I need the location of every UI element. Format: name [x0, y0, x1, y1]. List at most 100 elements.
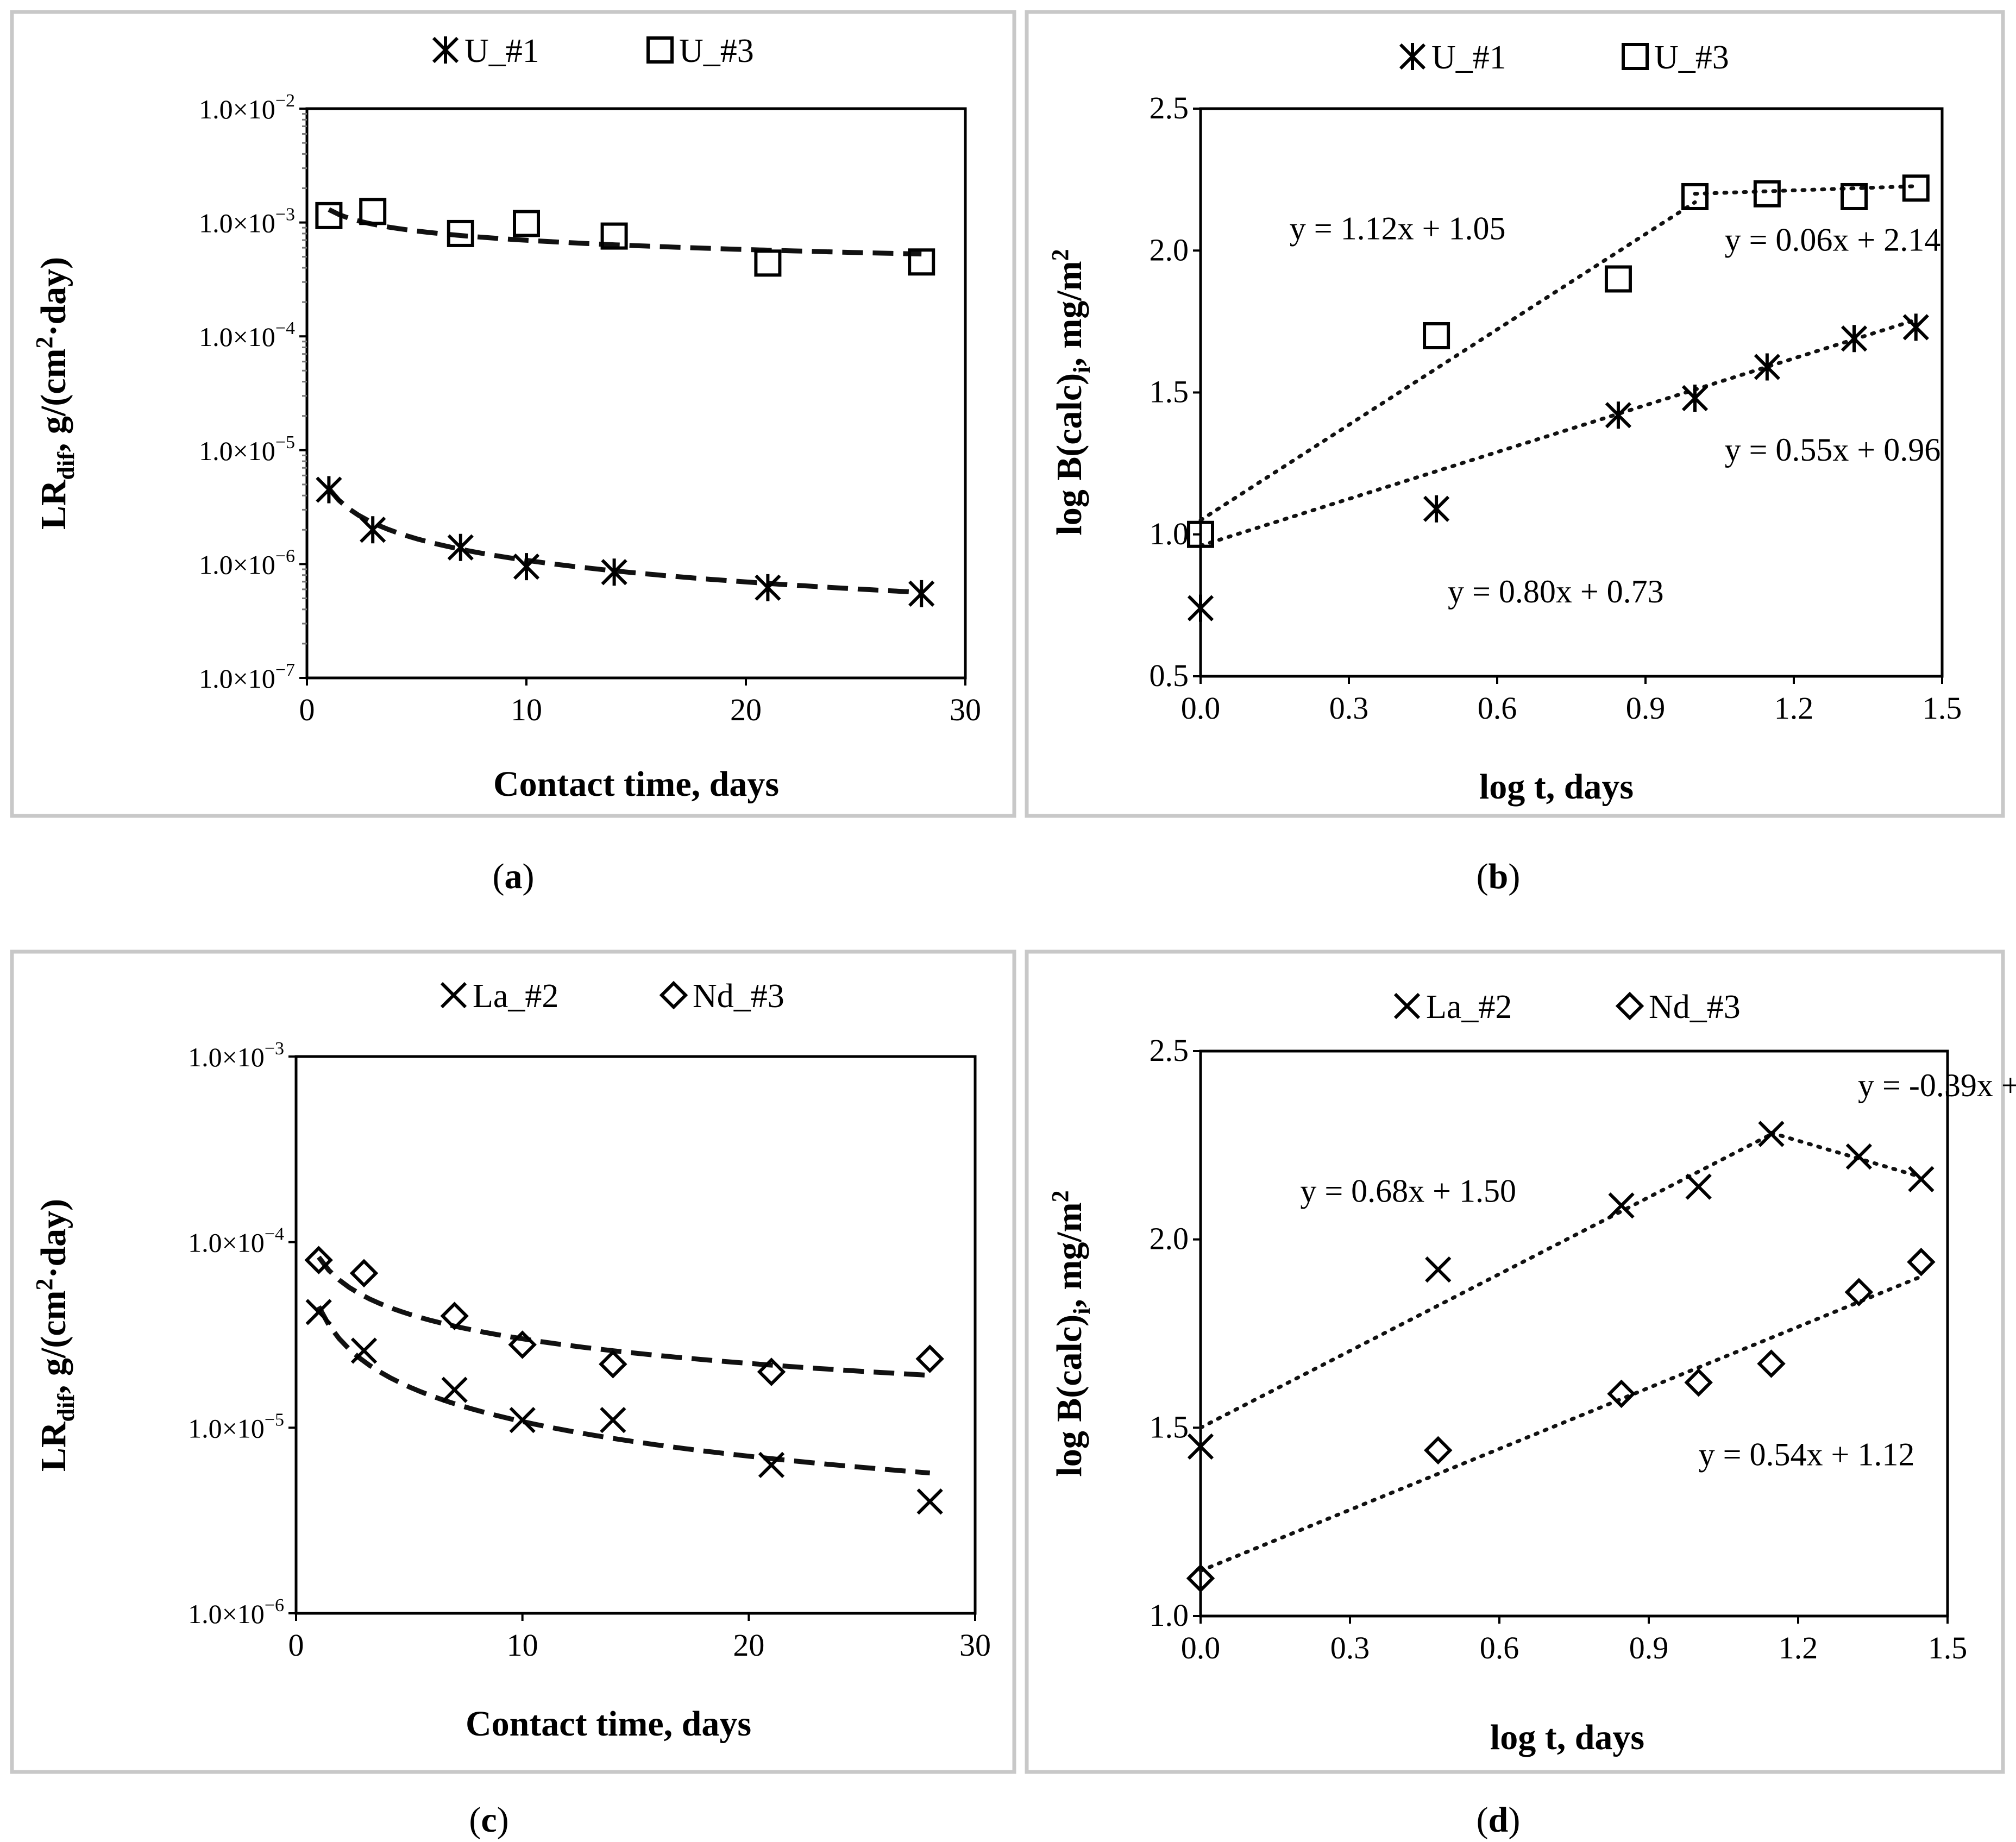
data-point-La_#2	[758, 1451, 785, 1479]
data-point-U_#1	[513, 553, 540, 581]
data-point-U_#1	[1841, 325, 1868, 353]
legend-marker-La_#2	[1393, 992, 1421, 1020]
y-tick-label: 1.0×10−4	[188, 1224, 284, 1258]
panel-b-ticks: 0.0 0.3 0.6 0.9 1.2 1.5 0.5 1.0 1.5 2.0 2.5	[1150, 90, 1962, 726]
data-point-Nd_#3	[304, 1246, 333, 1275]
data-point-U_#1	[755, 574, 781, 601]
y-tick-label: 2.0	[1150, 1221, 1189, 1256]
panel-a-legend: U_#1 U_#3	[432, 33, 754, 70]
legend-label: La_#2	[473, 978, 558, 1015]
data-point-U_#3	[908, 248, 935, 276]
data-point-U_#3	[447, 219, 474, 247]
data-point-Nd_#3	[1684, 1368, 1713, 1397]
trend-equation: y = 0.80x + 0.73	[1448, 574, 1664, 609]
legend-marker-La_#2	[440, 982, 467, 1009]
panel-b-points	[1187, 174, 1930, 622]
panel-d-x-axis-label: log t, days	[1490, 1718, 1644, 1757]
trendline-La_#2	[1198, 1132, 1773, 1430]
x-tick-label: 0.6	[1480, 1630, 1519, 1665]
legend-label: U_#3	[679, 33, 754, 70]
x-tick-label: 0.3	[1330, 1630, 1370, 1665]
data-point-La_#2	[600, 1407, 626, 1434]
data-point-La_#2	[350, 1337, 378, 1364]
panel-d-plot-area	[1199, 1049, 1949, 1618]
data-point-La_#2	[509, 1407, 536, 1434]
data-point-U_#1	[1605, 401, 1632, 429]
data-point-U_#3	[1841, 183, 1868, 210]
x-tick-label: 0.0	[1181, 690, 1221, 726]
trend-equation: y = 0.68x + 1.50	[1300, 1173, 1516, 1209]
panel-d-ticks: 0.0 0.3 0.6 0.9 1.2 1.5 1.0 1.5 2.0 2.5	[1150, 1033, 1968, 1665]
panel-b-frame	[1025, 10, 2005, 818]
x-tick-label: 0	[299, 692, 315, 727]
x-tick-label: 0.9	[1626, 690, 1666, 726]
data-point-Nd_#3	[757, 1357, 786, 1386]
data-point-U_#1	[360, 516, 386, 544]
trend-equation: y = 0.54x + 1.12	[1699, 1437, 1915, 1473]
panel-a-ticks: 0 10 20 30 1.0×10−7 1.0×10−6 1.0×10−5 1.0×10−4 1…	[199, 91, 981, 727]
panel-c-plot-area	[294, 1055, 977, 1615]
panel-a-trendlines	[326, 207, 922, 595]
trendline-La_#2	[316, 1305, 931, 1476]
panel-c-trendlines	[316, 1255, 931, 1476]
trendline-U_#1	[326, 487, 922, 595]
data-point-La_#2	[1758, 1121, 1785, 1147]
panel-c-legend: La_#2 Nd_#3	[440, 978, 784, 1015]
x-tick-label: 20	[733, 1627, 764, 1663]
panel-c-ticks: 0 10 20 30 1.0×10−6 1.0×10−5 1.0×10−4 1.0×10−3	[188, 1039, 991, 1663]
y-tick-label: 1.0	[1150, 516, 1189, 551]
y-tick-label: 1.0×10−5	[188, 1410, 284, 1443]
panel-a-plot-area	[305, 107, 967, 680]
data-point-La_#2	[441, 1376, 468, 1403]
y-tick-label: 1.5	[1150, 374, 1189, 410]
data-point-La_#2	[1908, 1166, 1935, 1192]
trendline-U_#3	[1693, 184, 1918, 196]
panel-a-points	[315, 198, 935, 607]
data-point-La_#2	[305, 1299, 332, 1325]
panel-b-legend: U_#1 U_#3	[1399, 39, 1729, 76]
y-tick-label: 0.5	[1150, 658, 1189, 693]
panel-c-frame	[10, 950, 1016, 1774]
legend-marker-U_#1	[432, 36, 459, 64]
data-point-Nd_#3	[1424, 1436, 1453, 1465]
data-point-Nd_#3	[440, 1302, 469, 1330]
x-tick-label: 1.5	[1928, 1630, 1968, 1665]
data-point-U_#3	[1753, 180, 1781, 208]
data-point-Nd_#3	[599, 1350, 627, 1379]
y-tick-label: 2.5	[1150, 90, 1189, 125]
legend-label: Nd_#3	[1649, 989, 1741, 1026]
panel-b-trendlines	[1198, 184, 1918, 548]
y-tick-label: 1.0×10−4	[199, 318, 295, 352]
trendline-U_#3	[328, 207, 922, 257]
data-point-Nd_#3	[349, 1259, 379, 1288]
panel-c-points	[304, 1246, 944, 1515]
panel-b-x-axis-label: log t, days	[1479, 767, 1634, 807]
panel-c: 0 10 20 301.0×10−61.0×10−51.0×10−41.0×10−3 …	[10, 950, 1016, 1840]
panel-d-frame	[1025, 950, 2005, 1774]
panel-d-trendlines	[1198, 1130, 1923, 1573]
data-point-Nd_#3	[1757, 1349, 1786, 1378]
data-point-U_#3	[315, 202, 343, 229]
data-point-La_#2	[1425, 1256, 1452, 1283]
data-point-Nd_#3	[1907, 1248, 1936, 1277]
data-point-U_#1	[601, 558, 627, 586]
trendline-Nd_#3	[317, 1255, 930, 1378]
legend-marker-U_#3	[646, 36, 674, 64]
data-point-Nd_#3	[508, 1330, 537, 1359]
legend-label: Nd_#3	[693, 978, 784, 1015]
trendline-U_#1	[1198, 318, 1918, 548]
data-point-U_#3	[754, 249, 782, 277]
legend-label: U_#3	[1654, 39, 1729, 76]
data-point-Nd_#3	[915, 1344, 944, 1373]
legend-label: U_#1	[464, 33, 539, 70]
data-point-U_#1	[1754, 353, 1780, 381]
data-point-U_#3	[1681, 183, 1709, 210]
panel-a-frame	[10, 10, 1016, 818]
data-point-U_#3	[1604, 265, 1632, 293]
data-point-U_#3	[1423, 322, 1450, 349]
panel-d-caption: (d)	[1477, 1800, 1521, 1840]
x-tick-label: 0.3	[1329, 690, 1369, 726]
legend-marker-U_#1	[1399, 43, 1426, 70]
trend-equation: y = 1.12x + 1.05	[1290, 210, 1506, 246]
panel-c-x-axis-label: Contact time, days	[466, 1704, 751, 1744]
